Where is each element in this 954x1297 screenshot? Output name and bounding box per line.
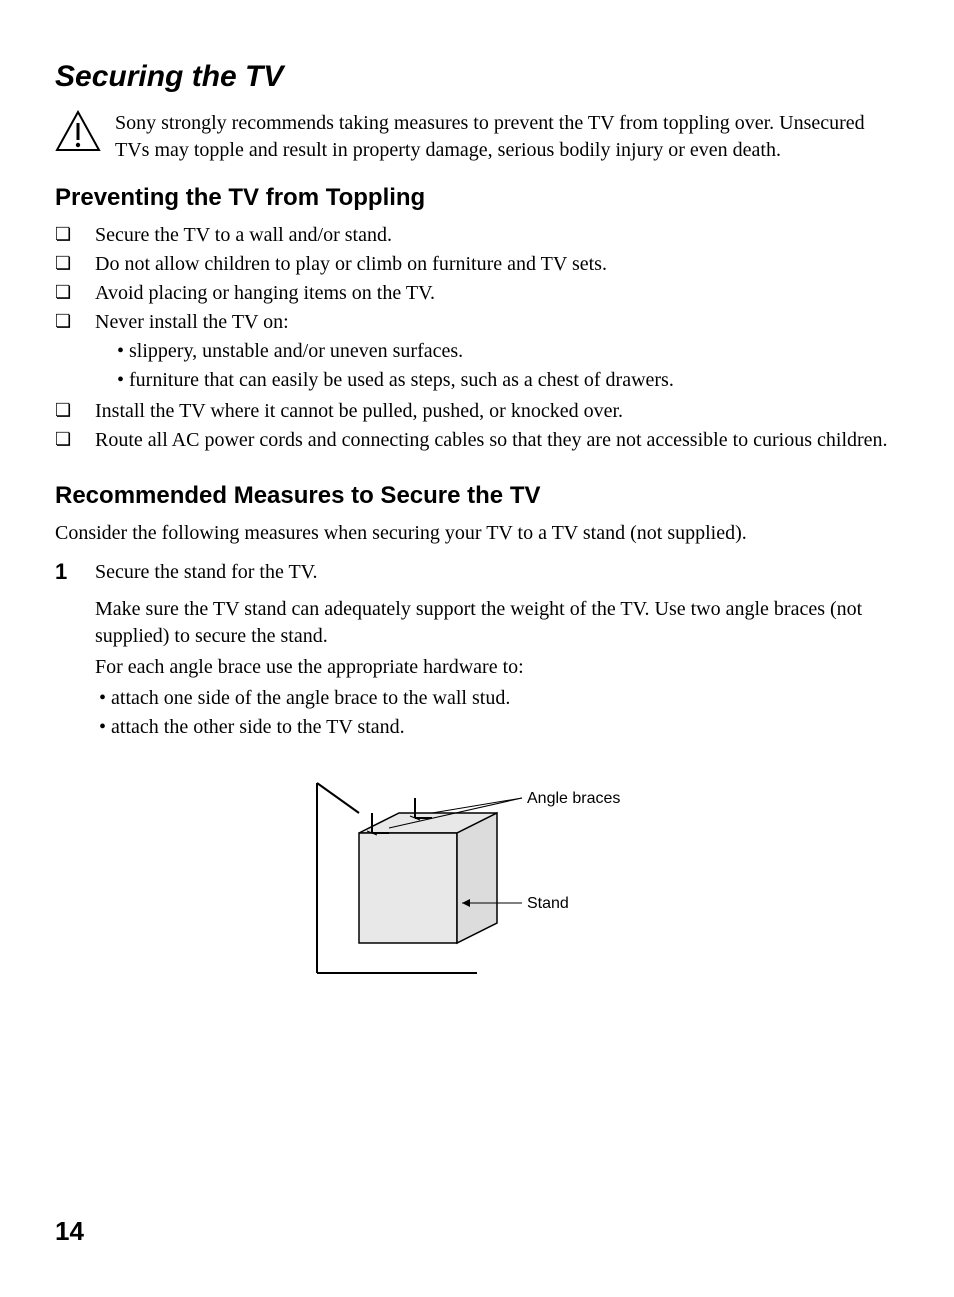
section-intro: Consider the following measures when sec… xyxy=(55,520,899,547)
checkbox-icon: ❏ xyxy=(55,309,95,334)
diagram: Angle braces Stand xyxy=(55,773,899,993)
step-bullet-item: attach the other side to the TV stand. xyxy=(99,714,899,741)
checkbox-icon: ❏ xyxy=(55,222,95,247)
warning-text: Sony strongly recommends taking measures… xyxy=(115,110,899,164)
checklist-item: ❏ Avoid placing or hanging items on the … xyxy=(55,280,899,307)
step-bullet-list: attach one side of the angle brace to th… xyxy=(95,685,899,741)
checklist-item: ❏ Install the TV where it cannot be pull… xyxy=(55,398,899,425)
checklist-item: ❏ Route all AC power cords and connectin… xyxy=(55,427,899,454)
section-heading-preventing: Preventing the TV from Toppling xyxy=(55,184,899,212)
step-number: 1 xyxy=(55,559,95,585)
checkbox-icon: ❏ xyxy=(55,280,95,305)
checkbox-icon: ❏ xyxy=(55,398,95,423)
page-title: Securing the TV xyxy=(55,60,899,94)
checklist-text: Do not allow children to play or climb o… xyxy=(95,251,607,278)
checklist-text: Install the TV where it cannot be pulled… xyxy=(95,398,623,425)
checklist-item: ❏ Do not allow children to play or climb… xyxy=(55,251,899,278)
checklist-text: Route all AC power cords and connecting … xyxy=(95,427,888,454)
warning-icon xyxy=(55,110,101,157)
step-para: For each angle brace use the appropriate… xyxy=(95,654,899,681)
step-para: Make sure the TV stand can adequately su… xyxy=(95,596,899,650)
step-1: 1 Secure the stand for the TV. Make sure… xyxy=(55,559,899,743)
checklist-text: Avoid placing or hanging items on the TV… xyxy=(95,280,435,307)
checkbox-icon: ❏ xyxy=(55,427,95,452)
checklist-item: ❏ Never install the TV on: slippery, uns… xyxy=(55,309,899,396)
diagram-label-stand: Stand xyxy=(527,895,569,912)
preventing-checklist: ❏ Secure the TV to a wall and/or stand. … xyxy=(55,222,899,454)
sub-bullet-item: furniture that can easily be used as ste… xyxy=(117,367,674,394)
checklist-text-with-sub: Never install the TV on: slippery, unsta… xyxy=(95,309,674,396)
checklist-text: Secure the TV to a wall and/or stand. xyxy=(95,222,392,249)
document-page: Securing the TV Sony strongly recommends… xyxy=(0,0,954,1297)
warning-block: Sony strongly recommends taking measures… xyxy=(55,110,899,164)
diagram-label-braces: Angle braces xyxy=(527,790,620,807)
sub-bullet-list: slippery, unstable and/or uneven surface… xyxy=(95,338,674,394)
checklist-item: ❏ Secure the TV to a wall and/or stand. xyxy=(55,222,899,249)
step-lead: Secure the stand for the TV. xyxy=(95,559,899,586)
sub-bullet-item: slippery, unstable and/or uneven surface… xyxy=(117,338,674,365)
step-body: Secure the stand for the TV. Make sure t… xyxy=(95,559,899,743)
page-number: 14 xyxy=(55,1216,84,1247)
step-bullet-item: attach one side of the angle brace to th… xyxy=(99,685,899,712)
section-heading-recommended: Recommended Measures to Secure the TV xyxy=(55,482,899,510)
checkbox-icon: ❏ xyxy=(55,251,95,276)
checklist-text: Never install the TV on: xyxy=(95,311,289,333)
